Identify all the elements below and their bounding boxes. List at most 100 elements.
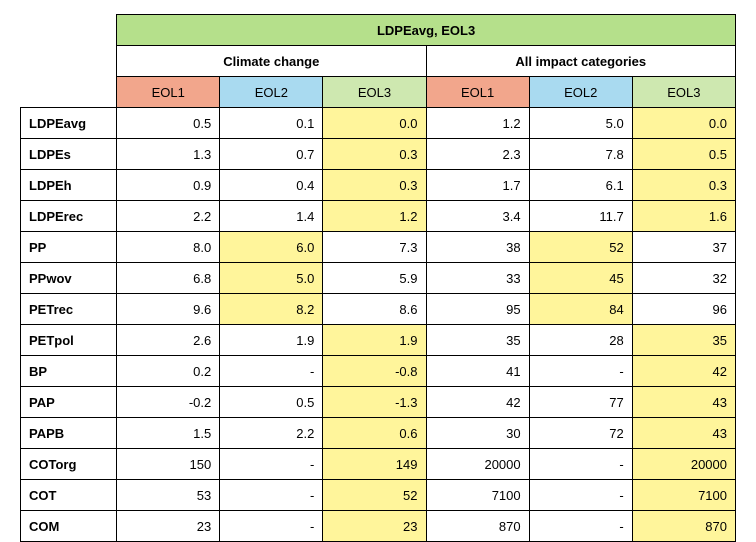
value-cell: -	[529, 511, 632, 542]
table-head: LDPEavg, EOL3 Climate change All impact …	[21, 15, 736, 108]
table-row: BP0.2--0.841-42	[21, 356, 736, 387]
value-cell: -	[529, 356, 632, 387]
value-cell: 20000	[632, 449, 735, 480]
value-cell: 5.0	[529, 108, 632, 139]
value-cell: 35	[632, 325, 735, 356]
value-cell: 42	[632, 356, 735, 387]
row-header: LDPErec	[21, 201, 117, 232]
value-cell: 0.9	[117, 170, 220, 201]
value-cell: 35	[426, 325, 529, 356]
value-cell: 150	[117, 449, 220, 480]
value-cell: 33	[426, 263, 529, 294]
table-row: PETrec9.68.28.6958496	[21, 294, 736, 325]
value-cell: 9.6	[117, 294, 220, 325]
row-header: PAPB	[21, 418, 117, 449]
table-row: LDPEh0.90.40.31.76.10.3	[21, 170, 736, 201]
value-cell: 7.3	[323, 232, 426, 263]
value-cell: 2.2	[220, 418, 323, 449]
value-cell: 3.4	[426, 201, 529, 232]
row-header: LDPEh	[21, 170, 117, 201]
value-cell: 43	[632, 418, 735, 449]
table-row: LDPErec2.21.41.23.411.71.6	[21, 201, 736, 232]
table-row: LDPEavg0.50.10.01.25.00.0	[21, 108, 736, 139]
value-cell: 0.0	[632, 108, 735, 139]
table-row: COM23-23870-870	[21, 511, 736, 542]
value-cell: 0.6	[323, 418, 426, 449]
corner-cell	[21, 15, 117, 46]
value-cell: -	[220, 480, 323, 511]
column-header: EOL3	[632, 77, 735, 108]
value-cell: 95	[426, 294, 529, 325]
value-cell: 6.1	[529, 170, 632, 201]
value-cell: 37	[632, 232, 735, 263]
table-row: PAPB1.52.20.6307243	[21, 418, 736, 449]
value-cell: 1.2	[426, 108, 529, 139]
value-cell: 6.0	[220, 232, 323, 263]
value-cell: 1.4	[220, 201, 323, 232]
value-cell: 0.0	[323, 108, 426, 139]
value-cell: 1.9	[220, 325, 323, 356]
value-cell: 149	[323, 449, 426, 480]
row-header: LDPEs	[21, 139, 117, 170]
value-cell: 5.0	[220, 263, 323, 294]
value-cell: 11.7	[529, 201, 632, 232]
value-cell: 0.5	[117, 108, 220, 139]
row-header: PETrec	[21, 294, 117, 325]
table-title: LDPEavg, EOL3	[117, 15, 736, 46]
value-cell: 0.2	[117, 356, 220, 387]
value-cell: 1.3	[117, 139, 220, 170]
value-cell: 8.0	[117, 232, 220, 263]
value-cell: 0.3	[323, 139, 426, 170]
row-header: BP	[21, 356, 117, 387]
data-table: LDPEavg, EOL3 Climate change All impact …	[20, 14, 736, 542]
value-cell: 77	[529, 387, 632, 418]
value-cell: 2.6	[117, 325, 220, 356]
value-cell: -	[220, 356, 323, 387]
value-cell: 8.6	[323, 294, 426, 325]
value-cell: 1.9	[323, 325, 426, 356]
table-row: PAP-0.20.5-1.3427743	[21, 387, 736, 418]
value-cell: 0.5	[220, 387, 323, 418]
value-cell: 0.5	[632, 139, 735, 170]
value-cell: 28	[529, 325, 632, 356]
row-header: PPwov	[21, 263, 117, 294]
row-header: PP	[21, 232, 117, 263]
value-cell: 43	[632, 387, 735, 418]
column-header: EOL3	[323, 77, 426, 108]
value-cell: 30	[426, 418, 529, 449]
value-cell: 20000	[426, 449, 529, 480]
value-cell: 53	[117, 480, 220, 511]
table-row: PETpol2.61.91.9352835	[21, 325, 736, 356]
value-cell: 96	[632, 294, 735, 325]
table-row: PP8.06.07.3385237	[21, 232, 736, 263]
value-cell: 0.4	[220, 170, 323, 201]
value-cell: 1.5	[117, 418, 220, 449]
value-cell: 52	[529, 232, 632, 263]
value-cell: 1.6	[632, 201, 735, 232]
column-header: EOL1	[426, 77, 529, 108]
row-header: PETpol	[21, 325, 117, 356]
value-cell: 5.9	[323, 263, 426, 294]
value-cell: 23	[323, 511, 426, 542]
row-header: COTorg	[21, 449, 117, 480]
value-cell: 23	[117, 511, 220, 542]
value-cell: -	[220, 449, 323, 480]
table-body: LDPEavg0.50.10.01.25.00.0LDPEs1.30.70.32…	[21, 108, 736, 542]
value-cell: -0.2	[117, 387, 220, 418]
row-header: COM	[21, 511, 117, 542]
table-row: PPwov6.85.05.9334532	[21, 263, 736, 294]
value-cell: 42	[426, 387, 529, 418]
value-cell: 2.3	[426, 139, 529, 170]
value-cell: 0.3	[323, 170, 426, 201]
value-cell: 0.3	[632, 170, 735, 201]
value-cell: 870	[426, 511, 529, 542]
row-header: COT	[21, 480, 117, 511]
group-header-all: All impact categories	[426, 46, 736, 77]
value-cell: 32	[632, 263, 735, 294]
value-cell: 72	[529, 418, 632, 449]
value-cell: 84	[529, 294, 632, 325]
column-headers-row: EOL1EOL2EOL3EOL1EOL2EOL3	[21, 77, 736, 108]
value-cell: 7100	[632, 480, 735, 511]
group-header-climate: Climate change	[117, 46, 426, 77]
value-cell: -	[529, 449, 632, 480]
